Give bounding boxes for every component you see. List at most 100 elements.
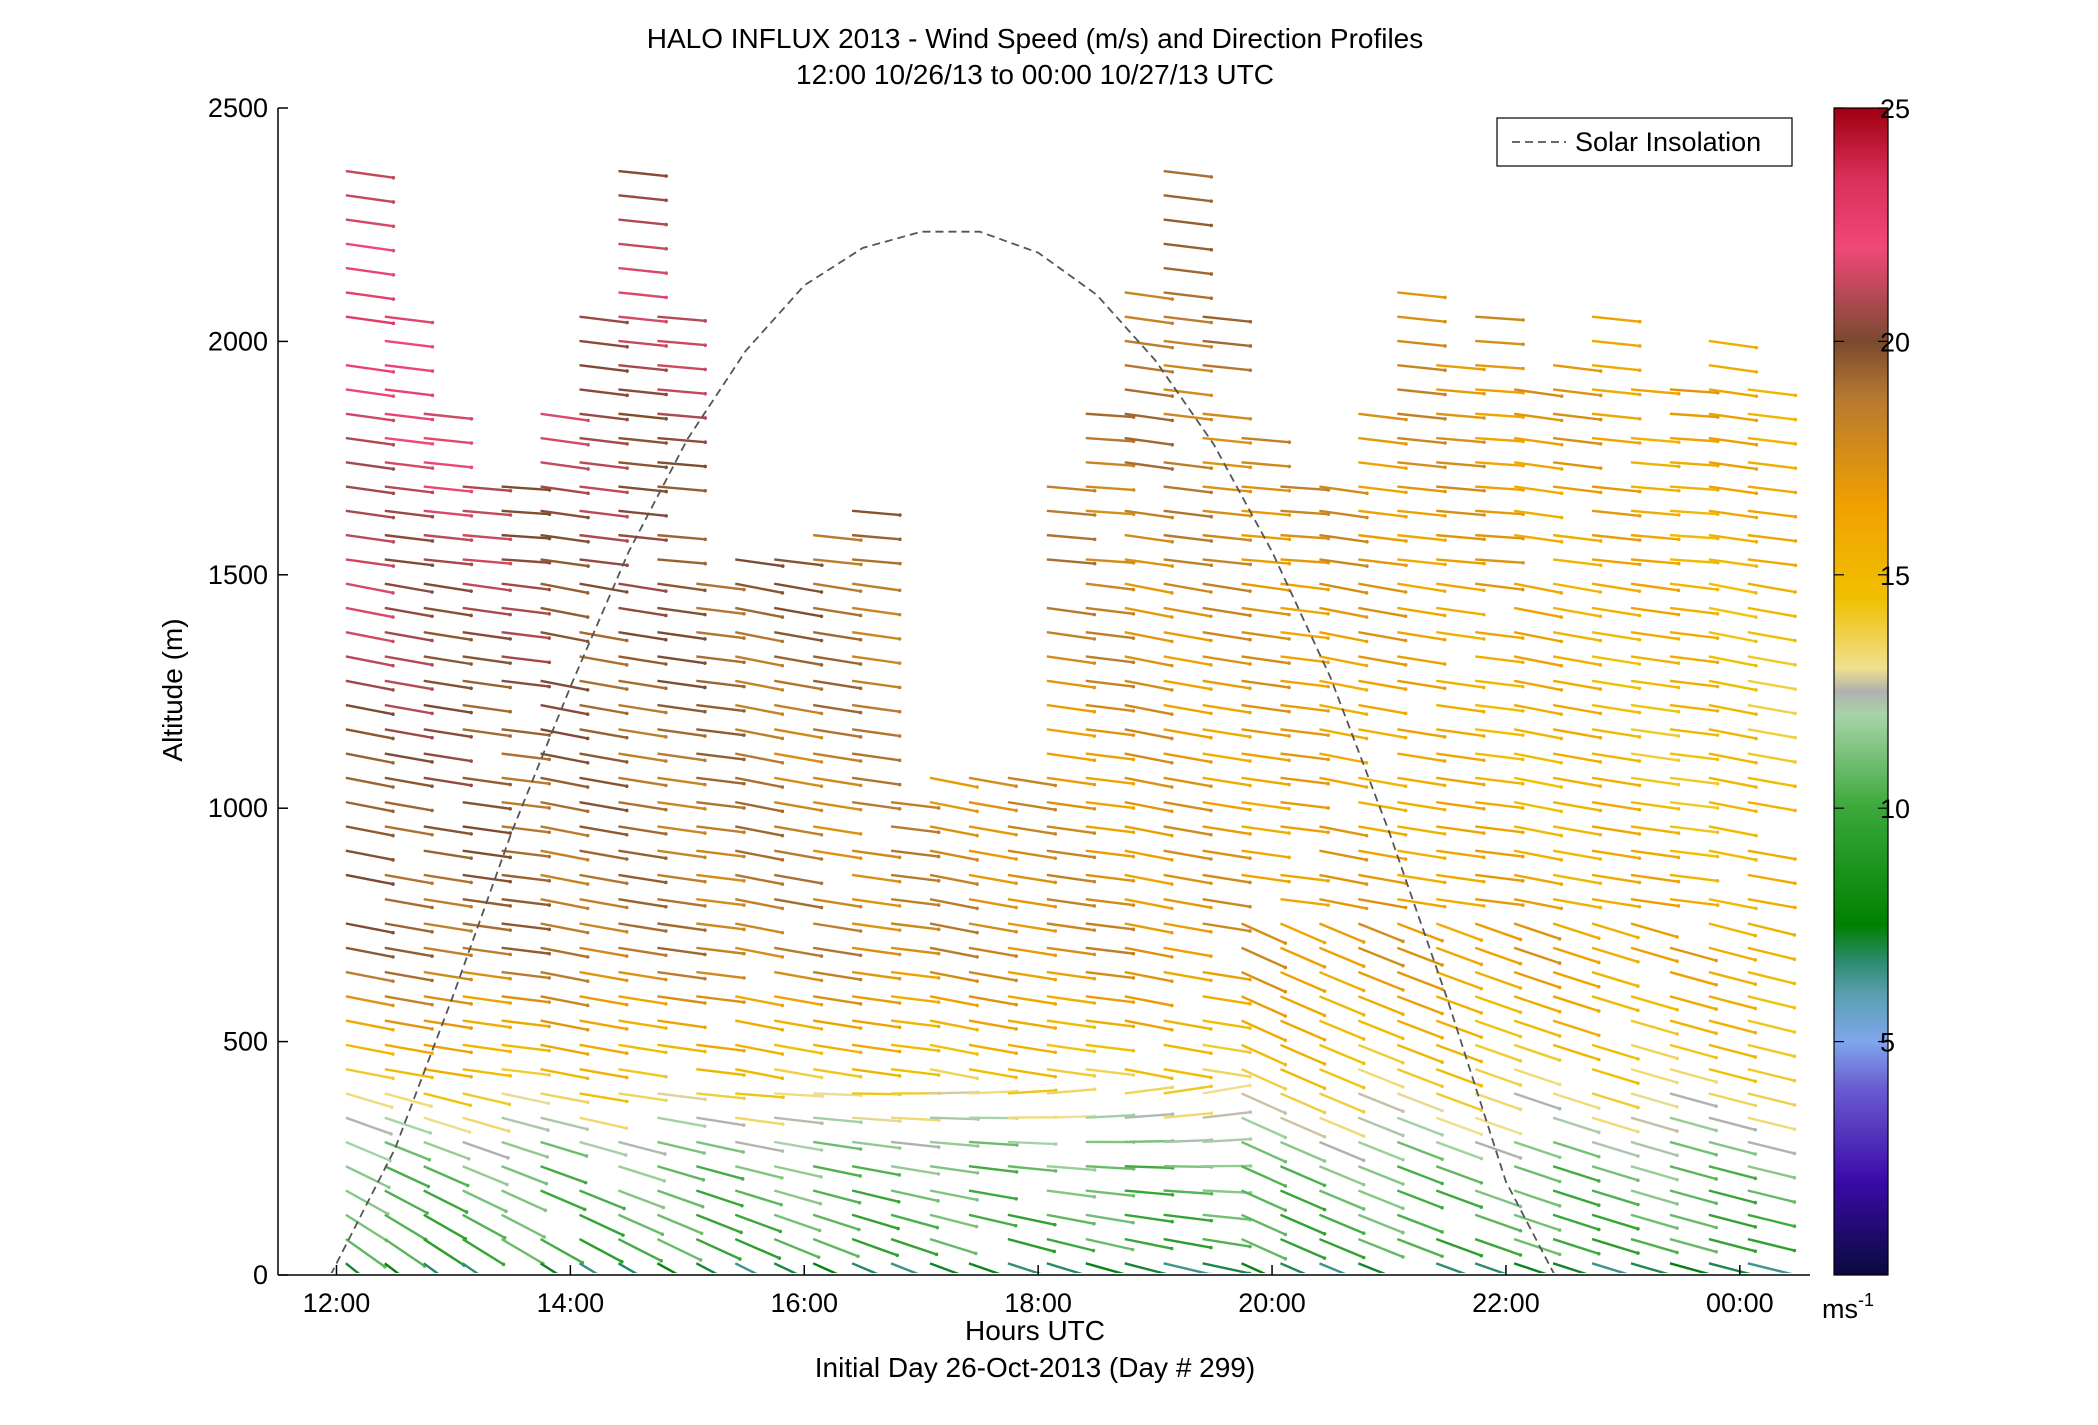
- wind-barb: [384, 922, 433, 934]
- wind-barb-tip: [1637, 514, 1642, 518]
- wind-barb: [1513, 800, 1562, 813]
- wind-barb: [618, 970, 667, 981]
- wind-barb-tip: [1014, 1075, 1018, 1080]
- wind-barb-tip: [1326, 684, 1330, 689]
- wind-barb: [696, 679, 745, 688]
- wind-barb: [774, 1092, 823, 1098]
- wind-barb-tip: [1322, 1110, 1327, 1115]
- wind-barb-tip: [858, 929, 863, 933]
- wind-barb: [1202, 436, 1251, 445]
- wind-barb: [462, 485, 511, 492]
- wind-barb-tip: [585, 906, 590, 911]
- wind-barb-tip: [1521, 318, 1525, 322]
- wind-barb-tip: [1557, 1058, 1562, 1062]
- wind-barb-tip: [1636, 935, 1640, 940]
- wind-barb-tip: [1209, 563, 1214, 568]
- wind-barb: [1280, 582, 1329, 591]
- wind-barb: [579, 1092, 628, 1103]
- wind-barb: [423, 1043, 472, 1054]
- y-tick-label: 1500: [208, 560, 268, 590]
- wind-barb-tip: [664, 686, 668, 691]
- wind-barb: [1202, 631, 1251, 641]
- wind-barb-tip: [430, 614, 434, 619]
- wind-barb: [579, 873, 627, 885]
- wind-barb-tip: [1443, 416, 1447, 421]
- wind-barb-tip: [1521, 830, 1525, 835]
- wind-barb: [423, 995, 472, 1006]
- wind-barb: [540, 800, 588, 813]
- wind-barb-tip: [1479, 1156, 1484, 1161]
- wind-barb: [1708, 582, 1757, 595]
- wind-barb-tip: [1559, 809, 1564, 814]
- wind-barb-tip: [664, 977, 668, 982]
- wind-barb: [1318, 1043, 1365, 1065]
- wind-barb: [1436, 752, 1484, 762]
- wind-barb: [1630, 1140, 1678, 1157]
- wind-barb-tip: [1754, 418, 1759, 423]
- wind-barb-tip: [624, 735, 629, 740]
- wind-barb: [1202, 873, 1251, 884]
- wind-barb: [812, 970, 861, 981]
- wind-barb: [1163, 339, 1212, 348]
- wind-barb-tip: [546, 1128, 550, 1132]
- wind-barb: [1747, 995, 1795, 1009]
- wind-barb-tip: [585, 1076, 590, 1081]
- wind-barb-tip: [468, 1103, 473, 1108]
- wind-barb: [579, 412, 628, 421]
- wind-barb-tip: [1443, 562, 1447, 567]
- wind-barb-tip: [936, 1000, 941, 1004]
- wind-barb: [1358, 825, 1406, 836]
- wind-barb: [1475, 631, 1523, 640]
- wind-barb-tip: [819, 978, 824, 983]
- wind-barb-tip: [1442, 662, 1447, 666]
- wind-barb: [1124, 436, 1173, 446]
- wind-barb-tip: [1365, 515, 1369, 520]
- wind-barb: [1007, 1213, 1056, 1226]
- wind-barb-tip: [703, 685, 707, 690]
- wind-barb: [774, 558, 822, 567]
- wind-barb-tip: [1754, 491, 1759, 496]
- wind-barb-tip: [1753, 1030, 1758, 1035]
- wind-barb-tip: [703, 1025, 707, 1030]
- wind-barb-tip: [1754, 785, 1758, 789]
- wind-barb-tip: [391, 248, 396, 253]
- wind-barb: [1202, 752, 1251, 763]
- wind-barb: [1085, 412, 1134, 419]
- wind-barb: [501, 1092, 549, 1105]
- wind-barb: [773, 1067, 822, 1079]
- wind-barb: [1747, 1262, 1793, 1273]
- wind-barb: [462, 995, 511, 1005]
- wind-barb: [618, 995, 667, 1006]
- wind-barb: [1280, 800, 1329, 810]
- wind-barb-tip: [742, 757, 746, 762]
- wind-barb: [1475, 388, 1524, 395]
- wind-barb: [1513, 1262, 1547, 1273]
- wind-barb-tip: [1287, 879, 1291, 884]
- wind-barb-tip: [1014, 1196, 1018, 1201]
- wind-barb-tip: [624, 930, 629, 934]
- wind-barb-tip: [703, 343, 707, 347]
- wind-barb-tip: [703, 537, 707, 542]
- wind-barb-tip: [703, 879, 707, 884]
- wind-barb: [735, 1092, 784, 1099]
- wind-barb-tip: [624, 784, 629, 788]
- wind-barb-tip: [621, 1233, 625, 1237]
- wind-barb: [1397, 485, 1446, 493]
- wind-barb-tip: [1209, 687, 1213, 691]
- wind-barb-tip: [1479, 938, 1484, 942]
- wind-barb-tip: [430, 687, 434, 691]
- wind-barb: [657, 703, 706, 713]
- wind-barb: [929, 1237, 977, 1255]
- y-tick-label: 1000: [208, 793, 268, 823]
- wind-barb: [1163, 1213, 1212, 1222]
- wind-barb: [1085, 922, 1134, 931]
- wind-barb: [1357, 1043, 1404, 1064]
- wind-barb: [1591, 655, 1640, 666]
- wind-barb-tip: [506, 1156, 510, 1160]
- wind-barb-tip: [1404, 539, 1408, 543]
- wind-barb-tip: [1209, 978, 1213, 983]
- wind-barb: [1202, 1137, 1251, 1144]
- wind-barb: [1319, 752, 1367, 764]
- wind-barb-tip: [1170, 639, 1174, 644]
- wind-barb: [1124, 1189, 1173, 1197]
